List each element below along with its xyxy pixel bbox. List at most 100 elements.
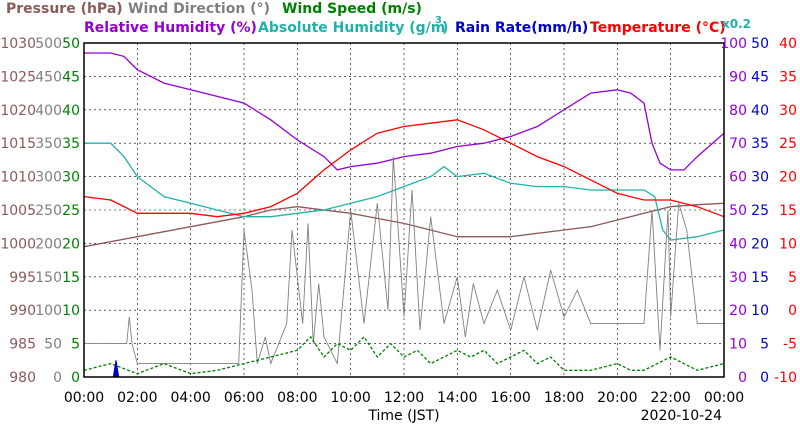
- header-relative-humidity: Relative Humidity (%): [84, 20, 257, 36]
- y-tick-pressure: 1000: [0, 236, 36, 252]
- x-tick-label: 04:00: [170, 390, 210, 406]
- y-tick-humidity: 10: [729, 337, 747, 353]
- y-tick-wind-direction: 450: [35, 69, 62, 85]
- y-tick-pressure: 1015: [0, 136, 36, 152]
- x-tick-label: 00:00: [64, 390, 104, 406]
- y-tick-rain-rate: 50: [751, 36, 769, 52]
- y-tick-wind-speed: 10: [62, 303, 80, 319]
- y-tick-rain-rate: 30: [751, 170, 769, 186]
- header-temperature: Temperature (°C): [590, 20, 726, 36]
- series-temperature-c: [83, 119, 725, 218]
- series-layer: [83, 52, 725, 378]
- y-tick-wind-direction: 100: [35, 303, 62, 319]
- x-tick-label: 16:00: [490, 390, 530, 406]
- y-tick-wind-direction: 400: [35, 103, 62, 119]
- y-tick-temperature: 25: [779, 136, 797, 152]
- x-tick-label: 20:00: [597, 390, 637, 406]
- header-wind-speed: Wind Speed (m/s): [282, 1, 422, 17]
- y-tick-wind-direction: 350: [35, 136, 62, 152]
- y-tick-humidity: 50: [729, 203, 747, 219]
- x-tick-labels: 00:00 02:00 04:00 06:00 08:00 10:00 12:00 14:00…: [64, 390, 744, 406]
- y-tick-rain-rate: 15: [751, 270, 769, 286]
- x-tick-label: 02:00: [117, 390, 157, 406]
- y-tick-pressure: 1025: [0, 69, 36, 85]
- y-tick-rain-rate: 20: [751, 236, 769, 252]
- series-wind-direction: [84, 156, 724, 366]
- y-tick-rain-rate: 0: [760, 370, 769, 386]
- y-tick-humidity: 20: [729, 303, 747, 319]
- y-tick-pressure: 1005: [0, 203, 36, 219]
- y-tick-temperature: -5: [783, 337, 797, 353]
- x-tick-label: 08:00: [277, 390, 317, 406]
- y-tick-pressure: 1030: [0, 36, 36, 52]
- y-tick-humidity: 60: [729, 170, 747, 186]
- y-tick-wind-direction: 150: [35, 270, 62, 286]
- series-absolute-humidity-g-m3: [84, 142, 725, 241]
- y-tick-wind-speed: 50: [62, 36, 80, 52]
- y-tick-wind-speed: 15: [62, 270, 80, 286]
- y-tick-temperature: 35: [779, 69, 797, 85]
- y-tick-rain-rate: 25: [751, 203, 769, 219]
- y-tick-pressure: 980: [9, 370, 36, 386]
- y-tick-humidity: 40: [729, 236, 747, 252]
- header-rain-rate: Rain Rate(mm/h): [455, 20, 588, 36]
- y-tick-rain-rate: 35: [751, 136, 769, 152]
- y-tick-rain-rate: 10: [751, 303, 769, 319]
- y-tick-pressure: 985: [9, 337, 36, 353]
- y-tick-temperature: 0: [788, 303, 797, 319]
- y-tick-pressure: 990: [9, 303, 36, 319]
- x-tick-label: 00:00: [704, 390, 744, 406]
- rain-factor-label: x0.2: [722, 17, 751, 31]
- y-tick-pressure: 1010: [0, 170, 36, 186]
- y-tick-pressure: 995: [9, 270, 36, 286]
- y-tick-wind-speed: 35: [62, 136, 80, 152]
- y-tick-humidity: 0: [738, 370, 747, 386]
- y-tick-wind-direction: 500: [35, 36, 62, 52]
- series-wind-speed-m-s: [83, 335, 725, 375]
- y-tick-rain-rate: 40: [751, 103, 769, 119]
- y-tick-wind-speed: 25: [62, 203, 80, 219]
- y-tick-humidity: 30: [729, 270, 747, 286]
- y-tick-wind-speed: 20: [62, 236, 80, 252]
- x-tick-label: 18:00: [544, 390, 584, 406]
- y-tick-humidity: 80: [729, 103, 747, 119]
- y-tick-temperature: 15: [779, 203, 797, 219]
- y-tick-wind-direction: 0: [53, 370, 62, 386]
- y-tick-temperature: 40: [779, 36, 797, 52]
- y-tick-rain-rate: 5: [760, 337, 769, 353]
- y-tick-rain-rate: 45: [751, 69, 769, 85]
- y-tick-wind-speed: 45: [62, 69, 80, 85]
- chart-date: 2020-10-24: [641, 408, 722, 424]
- x-tick-label: 22:00: [650, 390, 690, 406]
- y-tick-humidity: 100: [720, 36, 747, 52]
- header-wind-direction: Wind Direction (°): [128, 1, 270, 17]
- header-pressure: Pressure (hPa): [6, 1, 123, 17]
- header-absolute-humidity: Absolute Humidity (g/m: [258, 20, 445, 36]
- header-absolute-humidity-sup: 3: [435, 15, 442, 26]
- y-tick-temperature: 5: [788, 270, 797, 286]
- header-absolute-humidity-close: ): [442, 20, 448, 36]
- y-tick-wind-direction: 200: [35, 236, 62, 252]
- y-tick-wind-speed: 40: [62, 103, 80, 119]
- y-tick-temperature: 20: [779, 170, 797, 186]
- y-tick-pressure: 1020: [0, 103, 36, 119]
- x-tick-label: 06:00: [224, 390, 264, 406]
- x-tick-label: 14:00: [437, 390, 477, 406]
- y-tick-temperature: -10: [774, 370, 797, 386]
- series-pressure-hpa: [83, 202, 725, 248]
- plot-frame: [83, 42, 725, 378]
- series-rain-rate-mm-h: [112, 360, 120, 378]
- y-tick-labels: 9809859909951000100510101015102010251030…: [0, 36, 797, 386]
- y-tick-wind-speed: 5: [71, 337, 80, 353]
- x-tick-label: 10:00: [330, 390, 370, 406]
- y-tick-humidity: 70: [729, 136, 747, 152]
- y-tick-wind-direction: 250: [35, 203, 62, 219]
- y-tick-wind-speed: 0: [71, 370, 80, 386]
- y-tick-temperature: 30: [779, 103, 797, 119]
- y-tick-wind-direction: 50: [44, 337, 62, 353]
- y-tick-temperature: 10: [779, 236, 797, 252]
- x-tick-label: 12:00: [384, 390, 424, 406]
- y-tick-wind-speed: 30: [62, 170, 80, 186]
- y-tick-wind-direction: 300: [35, 170, 62, 186]
